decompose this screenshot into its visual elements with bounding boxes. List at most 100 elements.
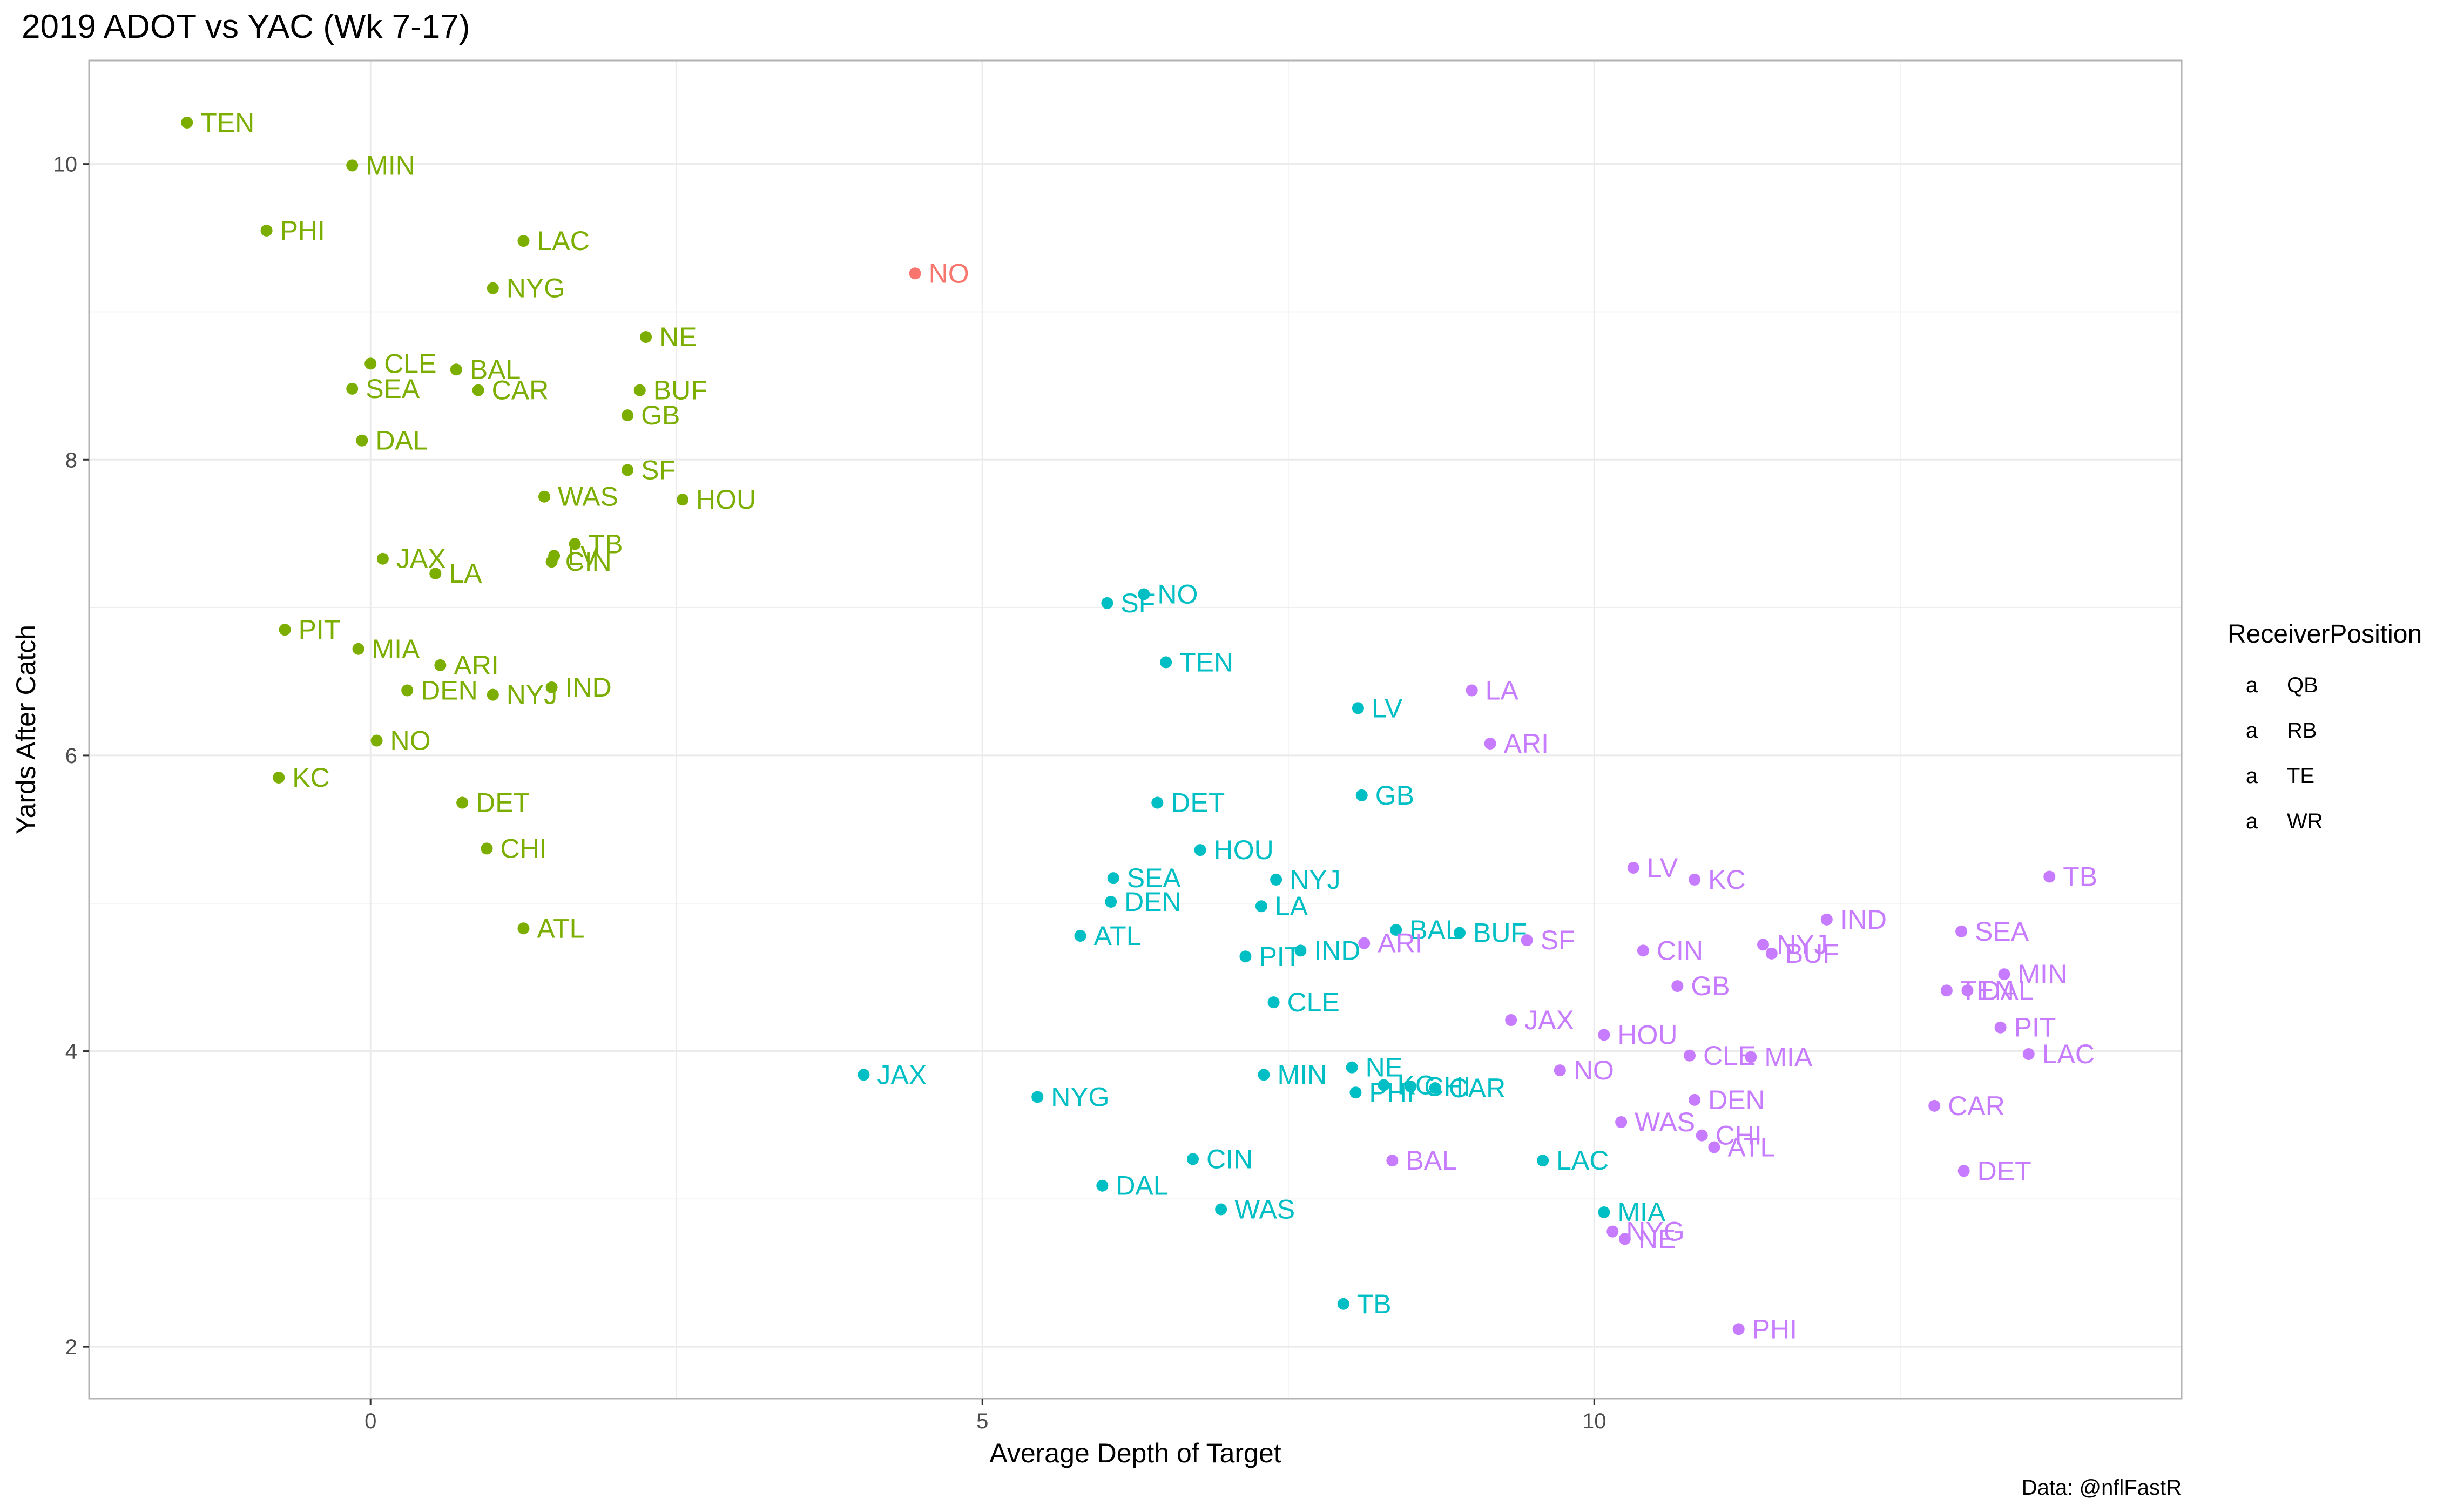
data-point [1484, 738, 1496, 750]
point-label: TB [1357, 1289, 1392, 1319]
data-point [517, 235, 530, 247]
data-point [1554, 1064, 1566, 1077]
data-point [1294, 944, 1307, 957]
x-tick-label: 5 [976, 1409, 988, 1433]
data-point [352, 643, 364, 655]
point-label: SF [641, 455, 676, 485]
point-label: PHI [1369, 1077, 1414, 1108]
point-label: KC [292, 762, 329, 793]
data-point [273, 771, 285, 784]
point-label: NYJ [1290, 865, 1340, 895]
point-label: CHI [1716, 1120, 1762, 1151]
data-point [1258, 1069, 1270, 1081]
point-label: TB [2063, 861, 2097, 892]
point-label: LV [568, 541, 599, 571]
point-label: IND [1840, 905, 1887, 935]
data-point [1074, 929, 1086, 942]
data-point [677, 494, 689, 506]
data-point [1390, 924, 1402, 936]
point-label: DEN [1124, 887, 1182, 917]
data-point [370, 734, 383, 747]
point-label: NO [929, 258, 969, 288]
point-label: PIT [2014, 1013, 2056, 1043]
series-qb: NO [909, 258, 969, 288]
point-label: TB [589, 529, 623, 559]
point-label: NYG [1626, 1217, 1684, 1247]
legend-key: a [2246, 809, 2258, 833]
point-label: MIA [1764, 1042, 1813, 1072]
data-point [1337, 1298, 1349, 1310]
point-label: MIA [372, 634, 421, 664]
x-tick-label: 10 [1582, 1409, 1606, 1433]
data-point [1349, 1086, 1362, 1099]
data-point [1684, 1049, 1696, 1062]
point-label: LA [1275, 891, 1308, 921]
data-point [1958, 1165, 1970, 1177]
legend-title: ReceiverPosition [2228, 620, 2422, 649]
data-point [2022, 1048, 2035, 1061]
data-point [1708, 1141, 1720, 1153]
legend-label: TE [2287, 764, 2314, 788]
point-label: NO [1574, 1055, 1614, 1085]
point-label: LAC [1556, 1145, 1609, 1176]
point-label: LAC [537, 226, 589, 256]
data-point [1940, 984, 1953, 997]
data-point [1820, 913, 1833, 926]
point-label: WAS [1234, 1194, 1295, 1225]
data-point [640, 331, 652, 343]
point-label: MIN [366, 150, 415, 180]
x-axis-ticks: 0 5 10 [364, 1399, 1606, 1433]
point-label: LV [1372, 693, 1403, 723]
data-point [1671, 980, 1684, 993]
data-point [1105, 895, 1117, 908]
data-point [622, 464, 634, 476]
grid-lines [89, 60, 2182, 1399]
point-label: LV [1647, 853, 1678, 883]
data-point [858, 1069, 870, 1081]
data-point [1194, 844, 1206, 856]
point-label: DET [476, 788, 530, 818]
point-label: DET [1171, 788, 1225, 818]
chart-title: 2019 ADOT vs YAC (Wk 7-17) [22, 8, 470, 45]
point-label: NYJ [1777, 929, 1827, 960]
data-point [1765, 947, 1778, 960]
x-axis-title: Average Depth of Target [989, 1438, 1281, 1468]
data-point [1745, 1051, 1757, 1063]
point-label: NYG [507, 273, 565, 303]
data-point [364, 357, 377, 370]
data-point [622, 409, 634, 422]
point-label: CIN [1206, 1144, 1253, 1174]
y-tick-label: 4 [65, 1040, 77, 1064]
point-label: MIN [1277, 1059, 1327, 1090]
data-point [1955, 925, 1968, 937]
y-tick-label: 10 [53, 153, 78, 177]
data-point [1187, 1153, 1199, 1165]
point-label: MIA [1617, 1197, 1666, 1227]
point-label: IND [1314, 935, 1360, 966]
point-label: GB [1375, 780, 1414, 811]
point-label: CAR [492, 375, 549, 406]
legend: ReceiverPosition a QB a RB a TE a WR [2228, 620, 2422, 833]
data-point [434, 659, 447, 671]
point-label: CLE [384, 348, 436, 379]
point-label: KC [1708, 865, 1745, 895]
data-point [181, 117, 193, 129]
point-label: TEN [200, 107, 254, 138]
point-label: BUF [653, 375, 707, 406]
point-label: PHI [280, 215, 325, 246]
point-label: CIN [1657, 935, 1703, 966]
data-point [1386, 1155, 1399, 1167]
point-label: DEN [1708, 1085, 1765, 1115]
point-label: DAL [1116, 1171, 1168, 1201]
data-point [545, 681, 558, 693]
data-point [1239, 950, 1252, 963]
data-point [2043, 870, 2056, 883]
point-label: WAS [558, 482, 618, 512]
point-label: PHI [1752, 1314, 1797, 1344]
data-point [1994, 1021, 2007, 1034]
point-label: ATL [1094, 921, 1142, 951]
data-point [1606, 1225, 1619, 1238]
point-label: CIN [565, 546, 612, 577]
data-point [1031, 1091, 1044, 1103]
